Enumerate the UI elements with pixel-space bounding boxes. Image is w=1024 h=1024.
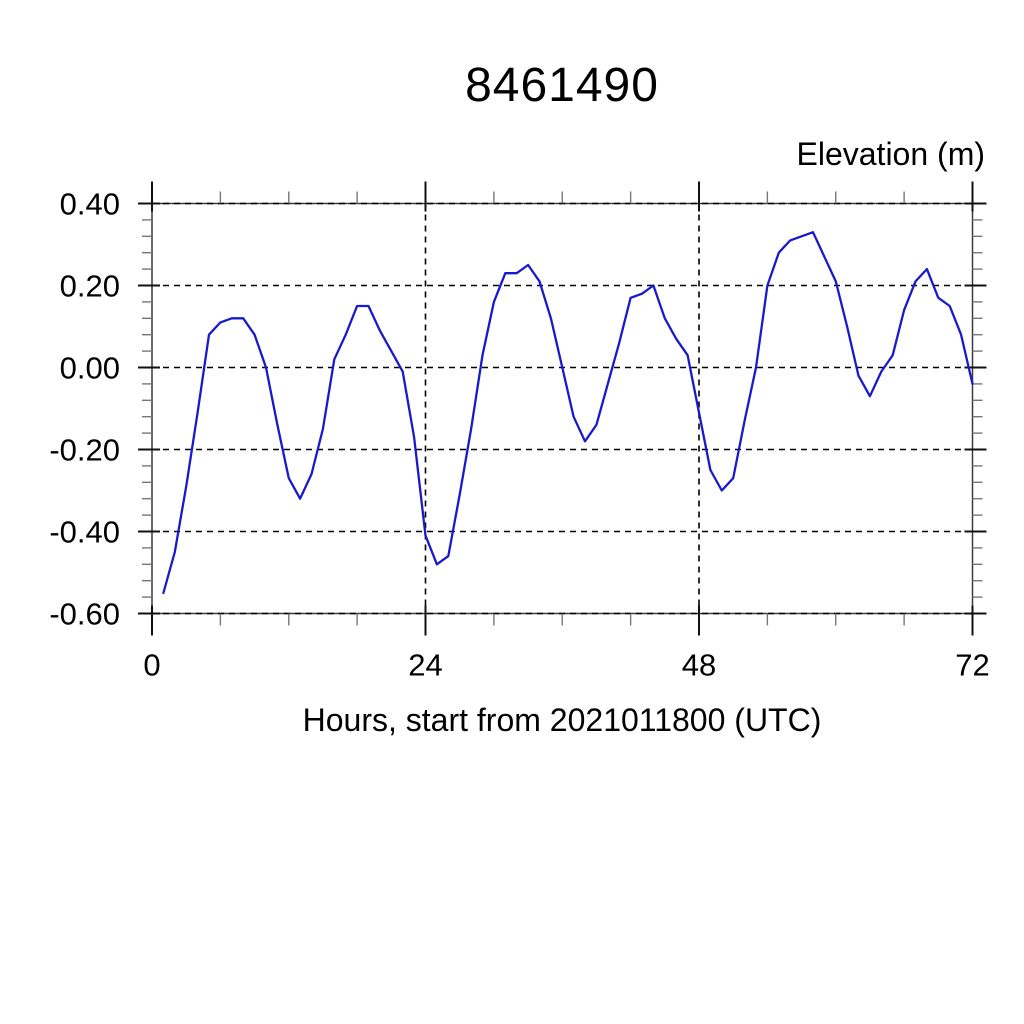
- y-tick-label: -0.40: [49, 515, 120, 550]
- x-tick-label: 24: [408, 648, 442, 683]
- x-tick-label: 0: [143, 648, 160, 683]
- elevation-line-chart: 0.40 0.20 0.00 -0.20 -0.40 -0.60 0 24 48 72: [49, 181, 990, 683]
- elevation-series-line: [162, 231, 974, 595]
- y-axis-title: Elevation (m): [796, 136, 986, 172]
- y-tick-label: 0.40: [60, 187, 120, 222]
- y-tick-label: -0.60: [49, 597, 120, 632]
- x-axis-label: Hours, start from 2021011800 (UTC): [302, 702, 822, 738]
- y-tick-label: -0.20: [49, 433, 120, 468]
- x-tick-label: 72: [955, 648, 989, 683]
- x-tick-label: 48: [682, 648, 716, 683]
- y-tick-label: 0.00: [60, 351, 120, 386]
- chart-title: 8461490: [465, 59, 659, 112]
- y-tick-label: 0.20: [60, 269, 120, 304]
